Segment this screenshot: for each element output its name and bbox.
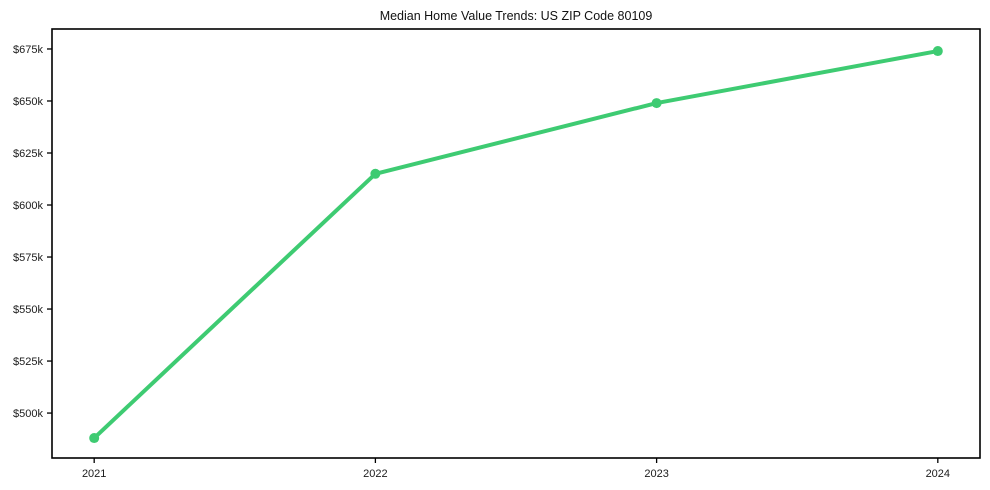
data-point-marker [89, 433, 100, 444]
data-point-marker [370, 168, 381, 179]
x-tick-label: 2023 [644, 468, 668, 480]
data-point-marker [932, 46, 943, 57]
trend-line [92, 49, 940, 441]
y-tick-label: $625k [13, 148, 43, 160]
y-tick-label: $550k [13, 304, 43, 316]
y-tick-label: $675k [13, 44, 43, 56]
chart-title: Median Home Value Trends: US ZIP Code 80… [379, 9, 653, 23]
y-tick-label: $650k [13, 96, 43, 108]
y-tick-label: $600k [13, 200, 43, 212]
y-tick-label: $575k [13, 252, 43, 264]
y-tick-label: $525k [13, 356, 43, 368]
data-point-marker [651, 98, 662, 109]
x-tick-label: 2022 [363, 468, 387, 480]
y-tick-label: $500k [13, 408, 43, 420]
x-tick-label: 2021 [82, 468, 106, 480]
x-tick-label: 2024 [926, 468, 950, 480]
plot-border [51, 28, 981, 459]
